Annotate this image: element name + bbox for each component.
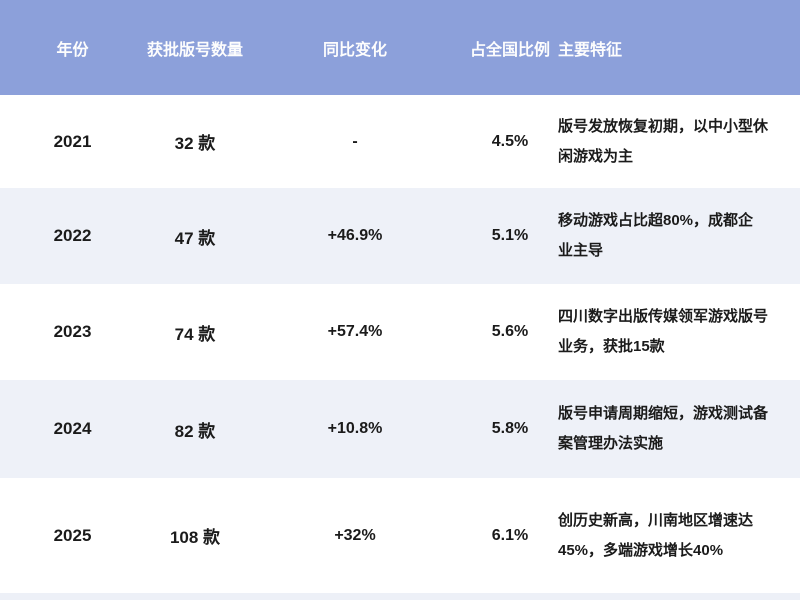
table-row-2022: 2022 47 款 +46.9% 5.1% 移动游戏占比超80%，成都企业主导 [0, 188, 800, 284]
features-cell: 版号申请周期缩短，游戏测试备案管理办法实施 [558, 405, 769, 452]
share-cell: 6.1% [491, 526, 529, 544]
change-cell: +46.9% [327, 227, 383, 244]
change-cell: - [352, 132, 358, 150]
share-cell: 5.8% [491, 420, 529, 437]
share-cell: 4.5% [491, 132, 529, 150]
column-header-count: 获批版号数量 [146, 41, 243, 59]
column-header-share: 占全国比例 [469, 41, 550, 59]
year-cell: 2023 [53, 322, 92, 341]
share-cell: 5.1% [491, 227, 529, 244]
change-cell: +10.8% [327, 420, 383, 437]
table-header-row: 年份 获批版号数量 同比变化 占全国比例 主要特征 [0, 0, 800, 95]
features-cell: 创历史新高，川南地区增速达45%，多端游戏增长40% [558, 511, 754, 559]
count-cell: 82 款 [174, 421, 216, 441]
column-header-change: 同比变化 [322, 41, 387, 59]
year-cell: 2022 [53, 226, 92, 245]
count-cell: 47 款 [174, 228, 216, 248]
table-row-2023: 2023 74 款 +57.4% 5.6% 四川数字出版传媒领军游戏版号业务，获… [0, 284, 800, 380]
column-header-features: 主要特征 [558, 41, 623, 59]
table-row-2025: 2025 108 款 +32% 6.1% 创历史新高，川南地区增速达45%，多端… [0, 478, 800, 593]
year-cell: 2021 [53, 131, 92, 151]
table-row-2021: 2021 32 款 - 4.5% 版号发放恢复初期，以中小型休闲游戏为主 [0, 95, 800, 188]
features-cell: 版号发放恢复初期，以中小型休闲游戏为主 [558, 117, 769, 165]
share-cell: 5.6% [491, 323, 529, 340]
year-cell: 2024 [53, 419, 92, 438]
count-cell: 74 款 [174, 324, 216, 344]
column-header-year: 年份 [56, 41, 89, 59]
count-cell: 108 款 [169, 528, 221, 547]
table-row-2024: 2024 82 款 +10.8% 5.8% 版号申请周期缩短，游戏测试备案管理办… [0, 380, 800, 478]
next-row-edge [0, 593, 800, 600]
features-cell: 移动游戏占比超80%，成都企业主导 [558, 212, 754, 259]
change-cell: +32% [334, 526, 376, 544]
year-cell: 2025 [53, 525, 92, 545]
change-cell: +57.4% [327, 323, 383, 340]
features-cell: 四川数字出版传媒领军游戏版号业务，获批15款 [558, 308, 769, 355]
count-cell: 32 款 [174, 134, 216, 153]
